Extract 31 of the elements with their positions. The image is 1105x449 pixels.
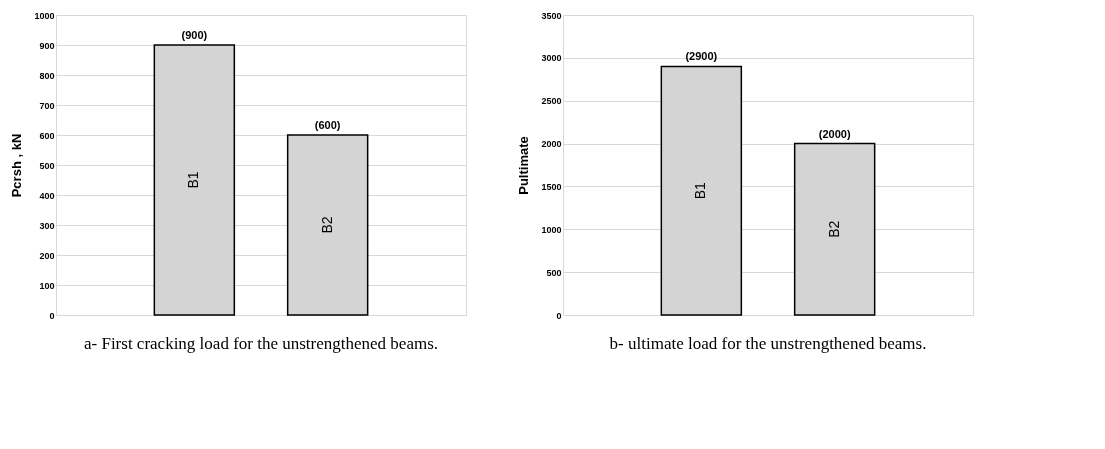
x-tick-label: B2 — [825, 220, 842, 238]
y-tick-label: 0 — [49, 310, 55, 321]
y-tick-label: 300 — [39, 220, 55, 231]
data-label: (2900) — [685, 50, 718, 63]
y-axis-title: Pcrsh , kN — [9, 133, 25, 198]
data-label: (2000) — [818, 127, 851, 140]
text: a- First cracking load for the unstrengthened beams. — [83, 334, 439, 353]
y-tick-label: 2500 — [541, 96, 562, 107]
x-tick-label: B1 — [185, 171, 202, 189]
y-tick-label: 600 — [39, 130, 55, 141]
y-tick-label: 3500 — [541, 10, 562, 21]
y-tick-label: 500 — [39, 160, 55, 171]
y-tick-label: 2000 — [541, 139, 562, 150]
y-tick-label: 900 — [39, 40, 55, 51]
x-tick-label: B1 — [692, 181, 709, 200]
y-tick-label: 100 — [39, 280, 55, 291]
y-tick-label: 500 — [546, 267, 562, 278]
y-tick-label: 400 — [39, 190, 55, 201]
y-tick-label: 1000 — [541, 224, 562, 235]
text: b- ultimate load for the unstrengthened beams. — [609, 334, 927, 353]
y-axis-title: Pultimate — [516, 136, 532, 195]
y-tick-label: 0 — [556, 310, 562, 321]
y-tick-label: 1500 — [541, 181, 562, 192]
y-tick-label: 1000 — [34, 10, 55, 21]
y-tick-label: 800 — [39, 70, 55, 81]
y-tick-label: 700 — [39, 100, 55, 111]
data-label: (600) — [314, 119, 341, 131]
y-tick-label: 3000 — [541, 53, 562, 64]
y-tick-label: 200 — [39, 250, 55, 261]
data-label: (900) — [181, 29, 208, 41]
x-tick-label: B2 — [318, 216, 335, 234]
